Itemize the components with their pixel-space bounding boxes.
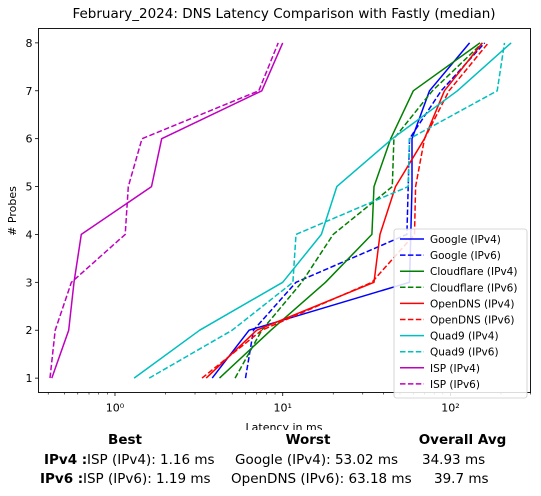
legend-entry: Google (IPv4) — [430, 234, 501, 246]
y-tick-label: 7 — [26, 85, 33, 98]
legend-box — [393, 228, 528, 399]
y-tick-label: 8 — [26, 37, 33, 50]
x-tick-label: 10¹ — [274, 402, 292, 415]
series-line-cloudflare-ipv6 — [234, 42, 483, 379]
y-tick-label: 2 — [26, 324, 33, 337]
y-tick-label: 3 — [26, 276, 33, 289]
x-tick-label: 10² — [441, 402, 459, 415]
series-line-quad9-ipv4 — [133, 42, 512, 379]
legend-entry: Quad9 (IPv6) — [430, 347, 499, 359]
axes-layer: 1 2 3 4 5 6 7 8 10⁰ 10¹ 10² — [26, 37, 531, 415]
y-axis-label: # Probes — [6, 186, 19, 236]
summary-row-label: IPv4 : — [44, 452, 88, 468]
summary-avg-value: 39.7 ms — [434, 471, 489, 487]
summary-header-avg: Overall Avg — [418, 432, 507, 448]
legend-entry: Cloudflare (IPv4) — [430, 266, 517, 278]
legend: Google (IPv4) Google (IPv6) Cloudflare (IP… — [393, 228, 528, 399]
series-layer — [49, 42, 512, 379]
x-axis-label: Latency in ms — [246, 421, 323, 430]
dns-latency-chart: February_2024: DNS Latency Comparison wi… — [6, 6, 531, 430]
legend-entry: OpenDNS (IPv4) — [430, 298, 515, 310]
legend-entry: Google (IPv6) — [430, 250, 501, 262]
summary-avg-value: 34.93 ms — [422, 452, 486, 468]
legend-entry: OpenDNS (IPv6) — [430, 315, 515, 327]
legend-entry: Quad9 (IPv4) — [430, 331, 499, 343]
chart-title: February_2024: DNS Latency Comparison wi… — [72, 6, 495, 22]
legend-entry: ISP (IPv4) — [430, 363, 480, 375]
summary-table: Best Worst Overall Avg IPv4 : ISP (IPv4)… — [0, 430, 541, 496]
y-tick-label: 4 — [26, 228, 33, 241]
y-tick-label: 5 — [26, 181, 33, 194]
x-tick-label: 10⁰ — [106, 402, 125, 415]
summary-worst-value: OpenDNS (IPv6): 63.18 ms — [231, 471, 412, 487]
summary-worst-value: Google (IPv4): 53.02 ms — [235, 452, 399, 468]
summary-header-worst: Worst — [285, 432, 331, 448]
series-line-google-ipv6 — [244, 42, 486, 379]
summary-header-best: Best — [108, 432, 142, 448]
y-tick-label: 6 — [26, 133, 33, 146]
summary-best-value: ISP (IPv4): 1.16 ms — [87, 452, 215, 468]
series-line-opendns-ipv6 — [201, 42, 489, 379]
series-line-opendns-ipv4 — [205, 42, 483, 379]
summary-row-label: IPv6 : — [40, 471, 84, 487]
series-line-isp-ipv4 — [51, 42, 284, 379]
series-line-quad9-ipv6 — [148, 42, 506, 379]
plot-area-frame — [38, 28, 531, 393]
summary-best-value: ISP (IPv6): 1.19 ms — [83, 471, 211, 487]
y-tick-label: 1 — [26, 372, 33, 385]
series-line-isp-ipv6 — [49, 42, 279, 379]
legend-entry: ISP (IPv6) — [430, 379, 480, 391]
legend-entry: Cloudflare (IPv6) — [430, 282, 517, 294]
